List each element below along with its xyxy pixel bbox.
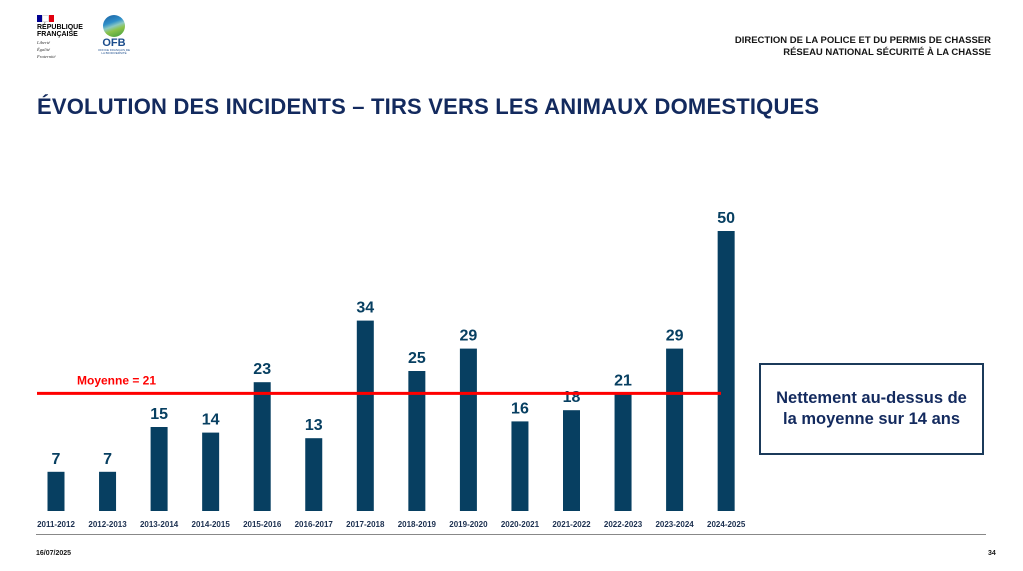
data-label: 16 bbox=[511, 400, 529, 417]
bar-2021-2022 bbox=[563, 410, 580, 511]
x-tick-label: 2016-2017 bbox=[295, 520, 334, 529]
x-tick-label: 2020-2021 bbox=[501, 520, 540, 529]
bar-2011-2012 bbox=[47, 471, 65, 511]
republic-motto-3: Fraternité bbox=[37, 54, 56, 59]
data-label: 14 bbox=[202, 412, 220, 429]
x-tick-label: 2021-2022 bbox=[552, 520, 591, 529]
x-tick-label: 2013-2014 bbox=[140, 520, 179, 529]
x-tick-label: 2024-2025 bbox=[707, 520, 746, 529]
bar-2013-2014 bbox=[150, 427, 168, 511]
bar-2017-2018 bbox=[356, 320, 374, 511]
republique-francaise-logo: RÉPUBLIQUE FRANÇAISE Liberté Égalité Fra… bbox=[37, 15, 97, 59]
data-label: 29 bbox=[666, 328, 684, 345]
data-label: 13 bbox=[305, 417, 323, 434]
data-label: 29 bbox=[460, 328, 478, 345]
bar-2014-2015 bbox=[202, 432, 220, 511]
x-tick-label: 2022-2023 bbox=[604, 520, 643, 529]
x-tick-label: 2014-2015 bbox=[192, 520, 231, 529]
republic-motto-1: Liberté bbox=[37, 40, 50, 45]
x-tick-label: 2017-2018 bbox=[346, 520, 385, 529]
x-tick-label: 2019-2020 bbox=[449, 520, 488, 529]
data-label: 18 bbox=[563, 389, 581, 406]
ofb-logo: OFB OFFICE FRANÇAIS DE LA BIODIVERSITÉ bbox=[97, 15, 131, 55]
bar-2015-2016 bbox=[253, 382, 271, 511]
data-label: 34 bbox=[356, 300, 374, 317]
republic-name-line1: RÉPUBLIQUE bbox=[37, 24, 83, 31]
data-label: 7 bbox=[103, 451, 112, 468]
x-tick-label: 2015-2016 bbox=[243, 520, 282, 529]
x-tick-label: 2023-2024 bbox=[655, 520, 694, 529]
bar-2012-2013 bbox=[99, 471, 117, 511]
bar-2024-2025 bbox=[717, 231, 735, 511]
page-number: 34 bbox=[988, 550, 996, 557]
republic-motto-2: Égalité bbox=[37, 47, 50, 52]
bar-2016-2017 bbox=[305, 438, 323, 511]
data-label: 21 bbox=[614, 372, 632, 389]
data-label: 15 bbox=[150, 406, 168, 423]
bar-2018-2019 bbox=[408, 371, 426, 511]
ofb-subtitle: OFFICE FRANÇAIS DE LA BIODIVERSITÉ bbox=[97, 48, 130, 55]
mean-line-label: Moyenne = 21 bbox=[77, 373, 156, 387]
data-label: 25 bbox=[408, 350, 426, 367]
bar-2023-2024 bbox=[666, 348, 684, 511]
republic-name-line2: FRANÇAISE bbox=[37, 31, 78, 38]
french-flag-icon bbox=[37, 15, 54, 22]
header-line-1: DIRECTION DE LA POLICE ET DU PERMIS DE C… bbox=[734, 35, 991, 46]
x-tick-label: 2018-2019 bbox=[398, 520, 437, 529]
bar-2022-2023 bbox=[614, 393, 632, 511]
header-department: DIRECTION DE LA POLICE ET DU PERMIS DE C… bbox=[735, 35, 991, 59]
page-title: ÉVOLUTION DES INCIDENTS – TIRS VERS LES … bbox=[37, 94, 820, 119]
ofb-emblem-icon bbox=[103, 15, 125, 37]
footer-date: 16/07/2025 bbox=[36, 550, 72, 557]
x-tick-label: 2012-2013 bbox=[88, 520, 127, 529]
callout-box: Nettement au-dessus de la moyenne sur 14… bbox=[759, 363, 984, 455]
data-label: 50 bbox=[717, 210, 735, 227]
x-tick-label: 2011-2012 bbox=[37, 520, 75, 529]
data-label: 23 bbox=[253, 361, 271, 378]
ofb-acronym: OFB bbox=[102, 37, 126, 49]
data-label: 7 bbox=[52, 451, 61, 468]
header-line-2: RÉSEAU NATIONAL SÉCURITÉ À LA CHASSE bbox=[783, 47, 991, 58]
bar-2019-2020 bbox=[459, 348, 477, 511]
bar-2020-2021 bbox=[511, 421, 529, 511]
